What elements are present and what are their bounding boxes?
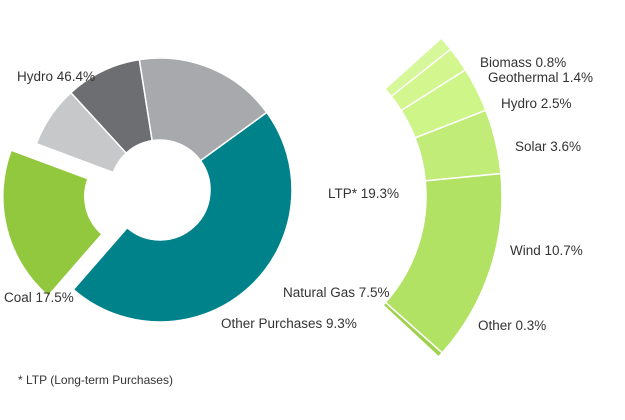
ltp-label-solar: Solar 3.6% <box>515 139 581 154</box>
slice-ltp <box>2 149 104 298</box>
ltp-label-hydro: Hydro 2.5% <box>501 96 572 111</box>
main-donut <box>2 57 293 323</box>
ltp-label-other: Other 0.3% <box>478 318 546 333</box>
label-ltp: LTP* 19.3% <box>328 186 399 201</box>
ltp-label-geothermal: Geothermal 1.4% <box>488 70 593 85</box>
ltp-label-wind: Wind 10.7% <box>510 243 583 258</box>
label-hydro: Hydro 46.4% <box>17 69 95 84</box>
ltp-label-biomass: Biomass 0.8% <box>480 55 566 70</box>
ltp-slice-other <box>381 301 444 359</box>
slice-hydro <box>72 111 293 323</box>
label-other-purchases: Other Purchases 9.3% <box>221 316 357 331</box>
label-coal: Coal 17.5% <box>4 290 74 305</box>
slice-coal <box>138 57 268 162</box>
footnote: * LTP (Long-term Purchases) <box>18 373 173 387</box>
ltp-breakdown-arc <box>381 37 503 359</box>
slice-labels: Hydro 46.4% LTP* 19.3% Natural Gas 7.5% Oth… <box>4 55 593 333</box>
label-natural-gas: Natural Gas 7.5% <box>283 285 390 300</box>
